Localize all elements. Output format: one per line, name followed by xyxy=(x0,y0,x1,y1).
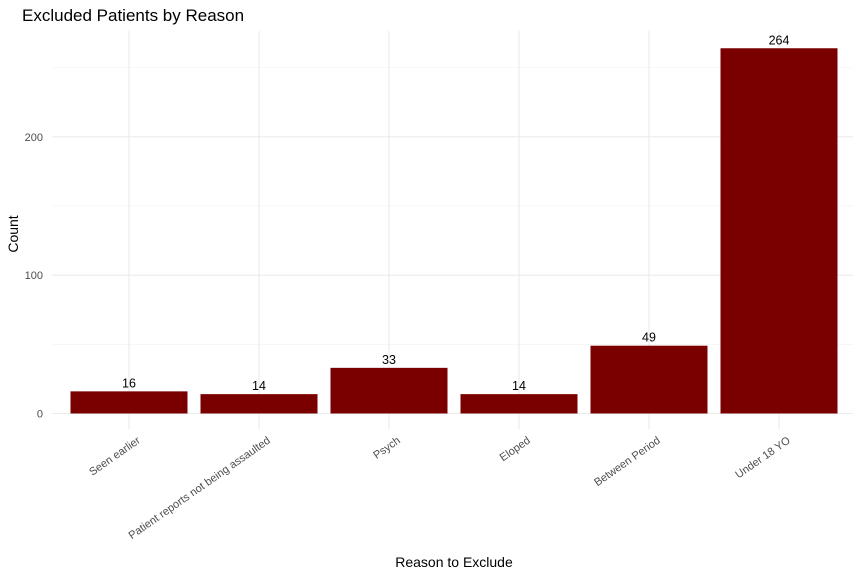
data-labels: 16 14 33 14 49 264 xyxy=(122,33,789,393)
x-axis-title: Reason to Exclude xyxy=(395,554,513,570)
bar xyxy=(200,394,318,414)
data-label: 14 xyxy=(512,379,526,393)
y-axis-title: Count xyxy=(5,215,21,252)
data-label: 16 xyxy=(122,376,136,390)
bar xyxy=(460,394,578,414)
x-tick-label: Eloped xyxy=(498,435,533,464)
x-tick-label: Patient reports not being assaulted xyxy=(127,435,273,542)
y-tick-label: 0 xyxy=(37,409,43,421)
bar xyxy=(330,367,448,414)
x-tick-label: Seen earlier xyxy=(87,434,143,478)
x-tick-label: Psych xyxy=(371,435,402,462)
data-label: 49 xyxy=(642,331,656,345)
bar xyxy=(720,48,838,414)
y-axis-ticks: 0 100 200 xyxy=(25,132,43,421)
data-label: 14 xyxy=(252,379,266,393)
data-label: 33 xyxy=(382,353,396,367)
bar xyxy=(70,391,188,414)
data-label: 264 xyxy=(769,33,790,47)
x-tick-label: Under 18 YO xyxy=(733,434,793,481)
bar xyxy=(590,345,708,414)
chart-title: Excluded Patients by Reason xyxy=(22,6,244,25)
y-tick-label: 100 xyxy=(25,270,43,282)
x-tick-label: Between Period xyxy=(592,435,663,489)
y-tick-label: 200 xyxy=(25,132,43,144)
bars xyxy=(70,48,838,414)
